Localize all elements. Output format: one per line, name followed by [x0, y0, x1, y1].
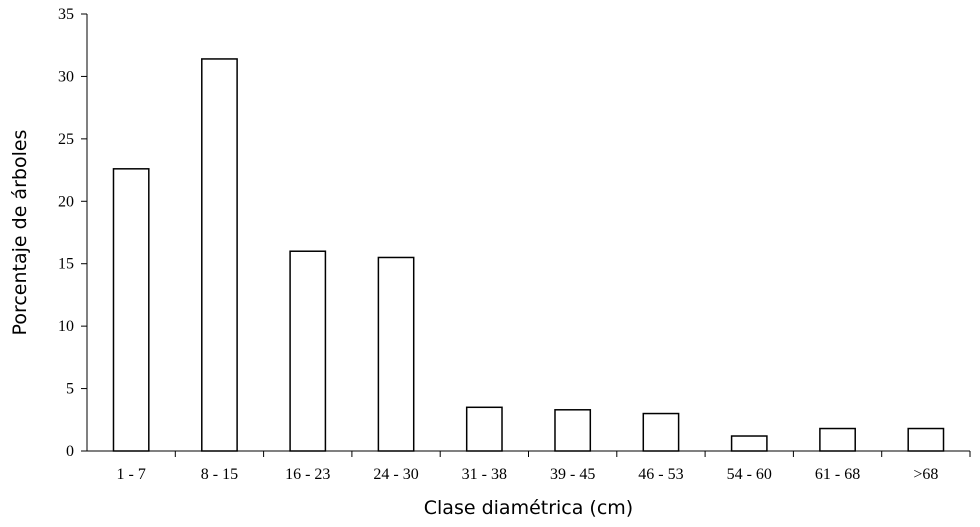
x-tick-label: 39 - 45 [550, 466, 595, 483]
bar [201, 58, 238, 452]
bar [377, 256, 415, 452]
y-tick-label: 0 [66, 443, 74, 460]
x-axis-title: Clase diamétrica (cm) [424, 497, 633, 519]
x-tick-label: 61 - 68 [815, 466, 860, 483]
y-axis-ticks: 0 5 10 15 20 25 30 35 [58, 6, 87, 460]
x-tick-label: 46 - 53 [638, 466, 683, 483]
bar [465, 406, 503, 452]
bar [112, 168, 150, 452]
y-tick-label: 10 [58, 318, 74, 335]
x-tick-label: 1 - 7 [116, 466, 145, 483]
y-tick-label: 5 [66, 381, 74, 398]
x-tick-label: 8 - 15 [201, 466, 238, 483]
bars-group [112, 58, 945, 452]
y-tick-label: 15 [58, 256, 74, 273]
x-tick-label: 16 - 23 [285, 466, 330, 483]
y-tick-label: 25 [58, 131, 74, 148]
x-axis-ticks: 1 - 7 8 - 15 16 - 23 24 - 30 31 - 38 39 - 45 4… [116, 451, 971, 483]
y-tick-label: 35 [58, 6, 74, 23]
bar [289, 250, 327, 452]
y-tick-label: 20 [58, 193, 74, 210]
bar [907, 427, 945, 452]
x-tick-label: 54 - 60 [727, 466, 772, 483]
x-tick-label: >68 [913, 466, 938, 483]
bar [730, 435, 768, 452]
bar [819, 427, 856, 452]
x-tick-label: 24 - 30 [373, 466, 418, 483]
y-tick-label: 30 [58, 68, 74, 85]
y-axis-title: Porcentaje de árboles [9, 130, 31, 336]
bar [642, 412, 680, 452]
bar [554, 409, 592, 452]
x-tick-label: 31 - 38 [462, 466, 507, 483]
